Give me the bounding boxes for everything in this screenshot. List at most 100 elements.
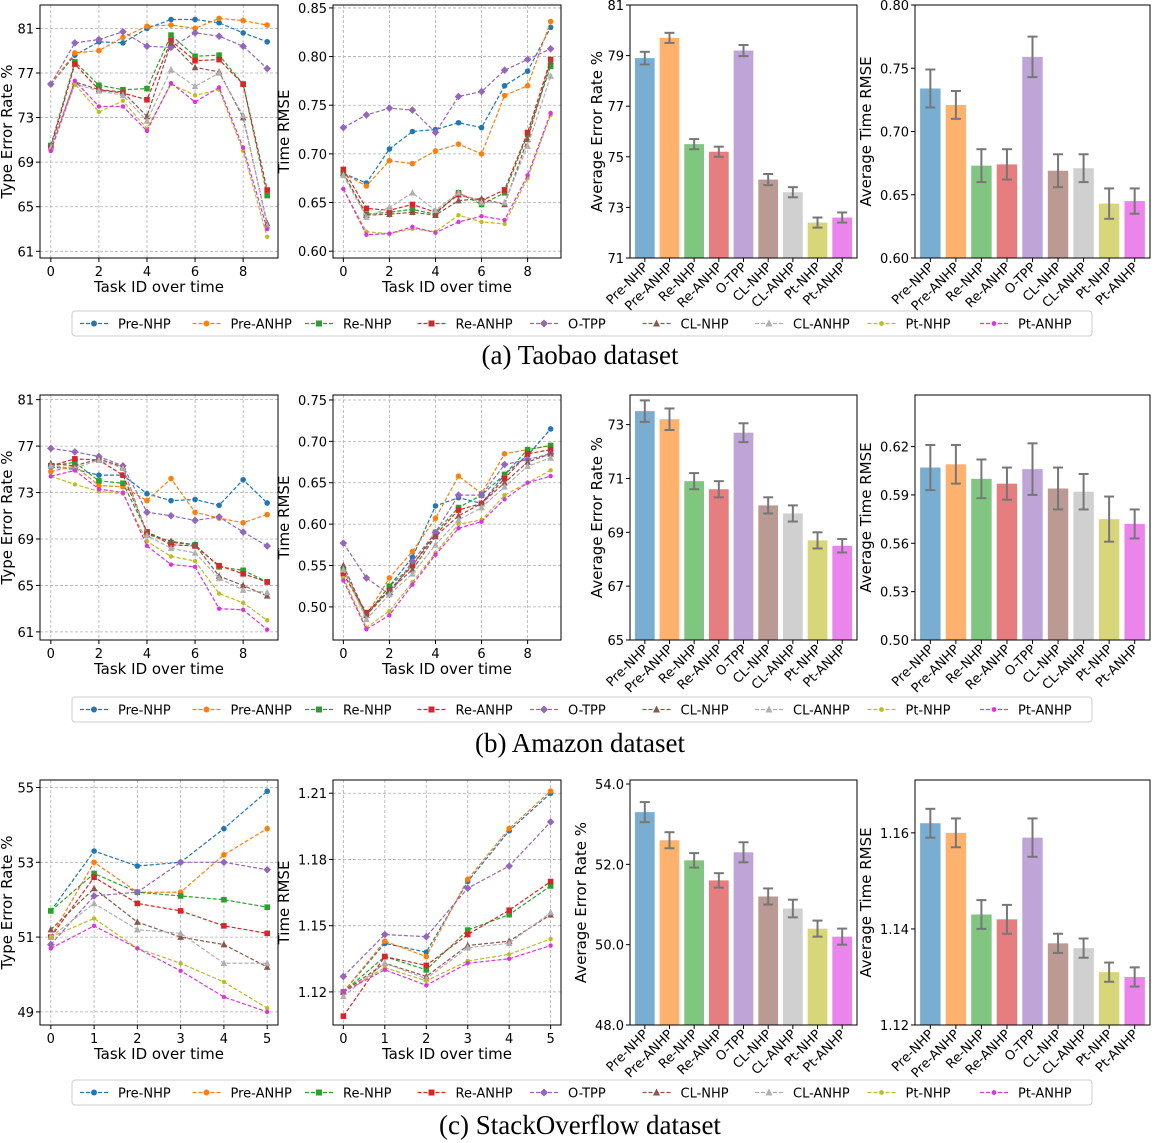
triangle-marker <box>340 992 347 1000</box>
circle-marker <box>72 50 78 56</box>
bar <box>1098 972 1120 1025</box>
axes-frame <box>332 4 562 259</box>
y-axis-label: Time RMSE <box>275 861 293 946</box>
y-tick-label: 69 <box>17 533 34 548</box>
circle-marker <box>144 490 150 497</box>
square-marker <box>501 475 508 482</box>
point-marker <box>479 219 484 225</box>
axes-frame <box>39 394 279 641</box>
legend-label: Pre-NHP <box>118 1087 171 1102</box>
series-line <box>50 828 268 938</box>
bar <box>634 58 655 258</box>
point-marker <box>341 578 346 583</box>
circle-marker <box>382 938 388 944</box>
square-marker <box>72 61 78 67</box>
y-tick-label: 48.0 <box>595 1019 624 1034</box>
y-axis-label: Average Error Rate % <box>588 51 606 212</box>
square-marker <box>177 908 184 914</box>
square-marker <box>382 953 388 960</box>
legend: Pre-NHP Pre-ANHP Re-NHP Re-ANHP O-TPP CL-NHP C… <box>71 1079 1093 1106</box>
diamond-marker <box>381 930 389 939</box>
point-marker <box>192 93 198 98</box>
circle-marker <box>134 863 141 869</box>
point-marker <box>879 707 884 712</box>
series-line <box>342 61 552 216</box>
legend-label: Re-NHP <box>343 1087 392 1102</box>
circle-marker <box>203 706 210 713</box>
square-marker <box>501 190 508 196</box>
panel-line-chart: 61 65 69 73 77 81 0 2 4 6 8 Task ID over time Type E… <box>0 394 279 678</box>
triangle-marker <box>547 57 554 65</box>
circle-marker <box>409 128 416 135</box>
point-marker <box>48 934 54 940</box>
diamond-marker <box>47 940 55 949</box>
square-marker <box>168 32 174 38</box>
y-tick-label: 1.18 <box>298 853 327 868</box>
y-tick-label: 79 <box>607 50 624 65</box>
series-pre-nhp <box>340 426 554 618</box>
series-line <box>50 475 268 621</box>
x-tick-label: 0 <box>339 265 347 280</box>
y-tick-label: 69 <box>607 526 624 541</box>
triangle-marker <box>409 189 416 196</box>
series-line <box>342 821 552 977</box>
legend-item: Re-ANHP <box>417 318 513 333</box>
series-o-tpp <box>339 44 555 137</box>
y-tick-label: 65 <box>17 579 34 594</box>
y-tick-label: 61 <box>17 245 34 260</box>
circle-marker <box>547 426 554 432</box>
square-marker <box>221 896 227 903</box>
series-pt-anhp <box>48 923 270 1015</box>
triangle-marker <box>239 111 247 119</box>
point-marker <box>120 490 126 495</box>
circle-marker <box>96 482 102 489</box>
square-marker <box>240 81 246 87</box>
series-pt-anhp <box>341 110 553 237</box>
square-marker <box>192 57 198 64</box>
legend-item: Pre-ANHP <box>192 1087 292 1102</box>
panel-bar-chart: 1.121.141.16Pre-NHPPre-ANHPRe-NHPRe-ANHP… <box>857 779 1151 1081</box>
legend: Pre-NHP Pre-ANHP Re-NHP Re-ANHP O-TPP CL-NHP C… <box>71 696 1093 723</box>
y-tick-label: 49 <box>17 1006 34 1021</box>
square-marker <box>428 320 435 327</box>
circle-marker <box>168 16 174 23</box>
y-tick-label: 0.70 <box>298 435 327 450</box>
triangle-marker <box>455 196 462 204</box>
square-marker <box>428 1089 435 1096</box>
series-o-tpp <box>47 27 271 88</box>
triangle-marker <box>765 319 773 327</box>
circle-marker <box>221 825 227 832</box>
diamond-marker <box>408 557 417 566</box>
point-marker <box>364 232 369 237</box>
bar <box>1098 519 1120 640</box>
circle-marker <box>192 25 198 32</box>
square-marker <box>120 480 126 487</box>
x-tick-label: 0 <box>47 1032 55 1047</box>
y-tick-label: 0.62 <box>880 441 909 456</box>
x-axis-label: Task ID over time <box>381 660 512 678</box>
legend-label: CL-NHP <box>681 704 729 719</box>
bar <box>1073 491 1094 640</box>
axes-frame <box>332 394 562 641</box>
point-marker <box>178 961 183 966</box>
point-marker <box>424 978 429 984</box>
triangle-marker <box>386 586 393 594</box>
y-axis-label: Type Error Rate % <box>0 451 16 586</box>
circle-marker <box>91 706 97 713</box>
y-axis-label: Average Time RMSE <box>857 827 875 977</box>
diamond-marker <box>500 460 509 469</box>
square-marker <box>264 579 270 585</box>
triangle-marker <box>524 458 531 465</box>
triangle-marker <box>167 537 175 545</box>
square-marker <box>547 442 554 449</box>
x-axis-label: Task ID over time <box>93 278 224 296</box>
square-marker <box>506 911 512 918</box>
y-tick-label: 0.59 <box>880 489 909 504</box>
circle-marker <box>501 82 508 89</box>
square-marker <box>216 562 222 569</box>
bar <box>996 919 1018 1025</box>
diamond-marker <box>463 884 472 892</box>
point-marker <box>96 109 102 115</box>
point-marker <box>410 582 415 587</box>
